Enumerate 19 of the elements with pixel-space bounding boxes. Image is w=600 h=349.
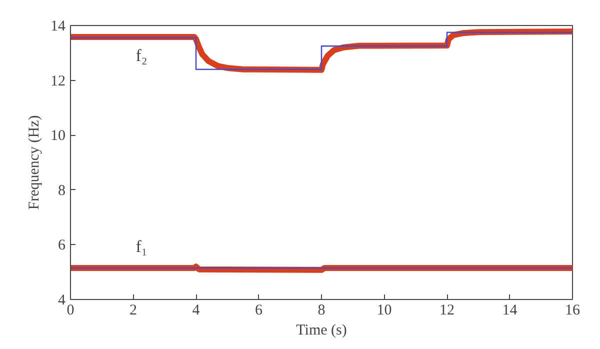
x-tick-label: 8 xyxy=(318,302,326,318)
x-tick-label: 10 xyxy=(376,302,392,318)
x-tick-label: 16 xyxy=(565,302,580,318)
x-tick-label: 6 xyxy=(255,302,263,318)
x-tick-label: 4 xyxy=(192,302,200,318)
x-tick-label: 14 xyxy=(502,302,518,318)
x-tick-label: 0 xyxy=(66,302,74,318)
series-label: f₁ xyxy=(136,236,148,256)
x-axis-title: Time (s) xyxy=(296,322,347,338)
series-label: f₂ xyxy=(136,46,148,66)
y-tick-label: 8 xyxy=(58,182,66,199)
x-tick-label: 2 xyxy=(130,302,137,318)
y-tick-label: 6 xyxy=(58,238,66,254)
y-axis-title: Frequency (Hz) xyxy=(26,115,42,210)
x-tick-label: 12 xyxy=(440,302,454,318)
y-tick-label: 10 xyxy=(50,128,66,144)
y-tick-label: 12 xyxy=(50,73,66,90)
y-tick-label: 14 xyxy=(50,18,66,34)
y-tick-label: 4 xyxy=(58,292,66,308)
